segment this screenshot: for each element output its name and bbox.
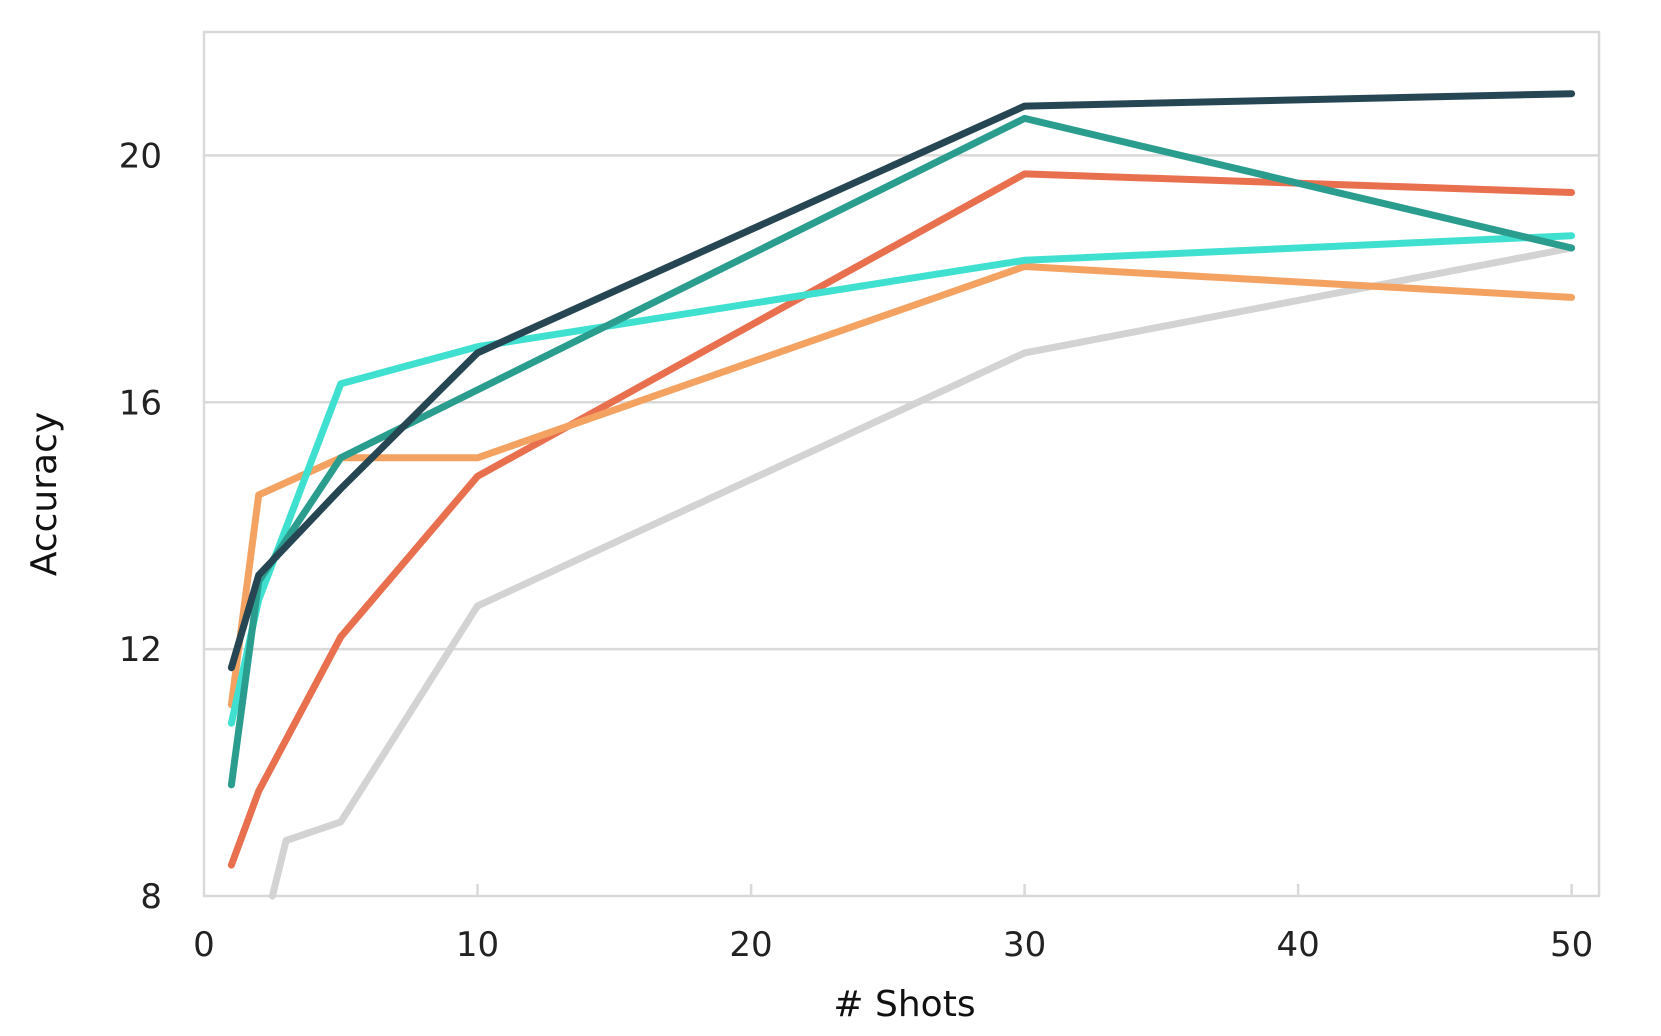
y-tick-label: 8 bbox=[140, 877, 162, 917]
y-tick-label: 20 bbox=[119, 136, 162, 176]
series-line-1 bbox=[268, 244, 1576, 900]
plot-frame bbox=[202, 30, 1601, 898]
y-tick-label: 12 bbox=[119, 630, 162, 670]
x-tick-label: 10 bbox=[456, 925, 499, 965]
x-tick-label: 0 bbox=[193, 925, 215, 965]
y-axis-ticks: 8 12 16 20 bbox=[119, 136, 162, 917]
x-tick-label: 40 bbox=[1276, 925, 1319, 965]
y-tick-label: 16 bbox=[119, 383, 162, 423]
series-line-2 bbox=[227, 170, 1576, 869]
x-axis-ticks: 0 10 20 30 40 50 bbox=[193, 884, 1593, 965]
grid-layer bbox=[204, 154, 1599, 651]
y-axis-title: Accuracy bbox=[24, 412, 65, 576]
series-line-3 bbox=[227, 263, 1576, 709]
series-line-5 bbox=[227, 114, 1576, 789]
x-tick-label: 30 bbox=[1003, 925, 1046, 965]
x-tick-label: 50 bbox=[1550, 925, 1593, 965]
series-layer bbox=[227, 90, 1576, 900]
x-axis-title: # Shots bbox=[833, 984, 975, 1025]
series-line-6 bbox=[227, 90, 1576, 672]
x-tick-label: 20 bbox=[729, 925, 772, 965]
